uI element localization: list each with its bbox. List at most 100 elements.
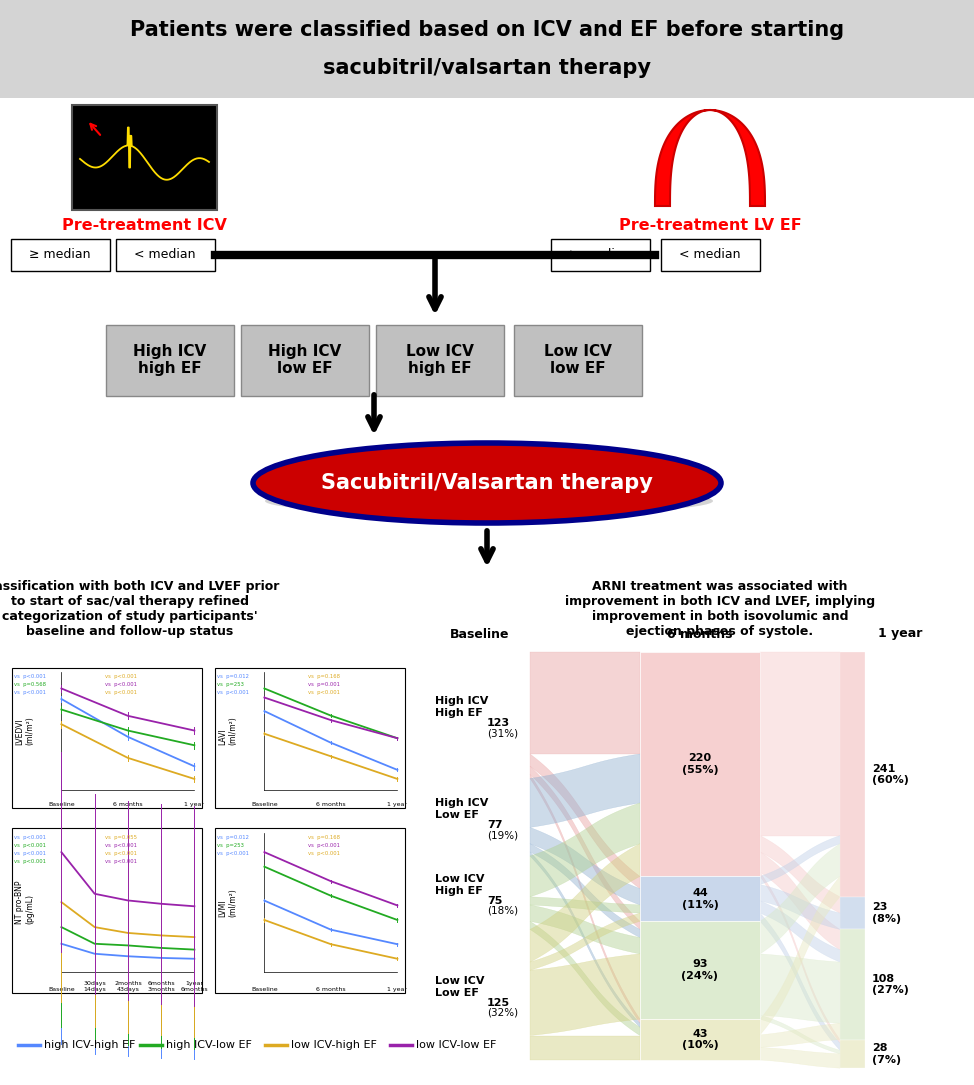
Text: 108
(27%): 108 (27%) — [872, 973, 909, 995]
Text: Pre-treatment ICV: Pre-treatment ICV — [61, 218, 226, 233]
Text: Low ICV
high EF: Low ICV high EF — [406, 344, 474, 376]
FancyBboxPatch shape — [215, 668, 405, 808]
Text: 23
(8%): 23 (8%) — [872, 903, 901, 924]
Polygon shape — [760, 954, 840, 1023]
Text: 6 months: 6 months — [667, 627, 732, 640]
Text: LVEDVI
(ml/m²): LVEDVI (ml/m²) — [15, 716, 34, 745]
Text: High ICV
high EF: High ICV high EF — [133, 344, 206, 376]
FancyBboxPatch shape — [660, 239, 760, 271]
Text: 1 year: 1 year — [388, 802, 407, 807]
Text: vs  p=0.168: vs p=0.168 — [308, 835, 340, 840]
Polygon shape — [760, 844, 840, 954]
Text: vs  p=253: vs p=253 — [217, 843, 244, 848]
Polygon shape — [530, 803, 640, 897]
Text: LVMI
(ml/m²): LVMI (ml/m²) — [218, 888, 238, 917]
Text: High ICV
low EF: High ICV low EF — [269, 344, 342, 376]
Text: 28
(7%): 28 (7%) — [872, 1043, 901, 1064]
Text: Sacubitril/Valsartan therapy: Sacubitril/Valsartan therapy — [321, 473, 653, 493]
Text: 220
(55%): 220 (55%) — [682, 753, 718, 775]
Text: Baseline: Baseline — [251, 987, 278, 992]
Polygon shape — [655, 110, 765, 206]
Text: low ICV-high EF: low ICV-high EF — [291, 1041, 377, 1050]
Text: Low ICV
low EF: Low ICV low EF — [544, 344, 612, 376]
Text: Baseline: Baseline — [251, 802, 278, 807]
Polygon shape — [530, 754, 640, 828]
Polygon shape — [530, 905, 640, 954]
FancyBboxPatch shape — [116, 239, 214, 271]
Text: vs  p<0.001: vs p<0.001 — [14, 674, 46, 679]
Polygon shape — [530, 754, 640, 889]
Polygon shape — [530, 828, 640, 905]
Text: 1 year: 1 year — [878, 627, 922, 640]
Polygon shape — [530, 844, 640, 937]
FancyBboxPatch shape — [640, 921, 760, 1019]
Ellipse shape — [265, 487, 713, 515]
Text: High ICV
High EF: High ICV High EF — [435, 697, 488, 718]
Text: 44
(11%): 44 (11%) — [682, 888, 719, 909]
Text: Low ICV
High EF: Low ICV High EF — [435, 873, 484, 895]
Text: vs  p<0.001: vs p<0.001 — [105, 682, 137, 687]
FancyBboxPatch shape — [640, 1019, 760, 1060]
FancyBboxPatch shape — [106, 324, 234, 396]
Text: NT pro-BNP
(pg/mL): NT pro-BNP (pg/mL) — [15, 881, 34, 924]
Text: vs  p=0.001: vs p=0.001 — [308, 682, 340, 687]
Text: ARNI treatment was associated with
improvement in both ICV and LVEF, implying
im: ARNI treatment was associated with impro… — [565, 580, 875, 638]
Text: vs  p=0.012: vs p=0.012 — [217, 674, 249, 679]
Text: ≥ median: ≥ median — [569, 248, 631, 261]
Text: Baseline: Baseline — [48, 987, 75, 992]
Text: (19%): (19%) — [487, 830, 518, 840]
Text: vs  p<0.001: vs p<0.001 — [308, 843, 340, 848]
FancyBboxPatch shape — [840, 652, 865, 897]
Text: 6 months: 6 months — [113, 802, 143, 807]
Polygon shape — [760, 652, 840, 835]
Polygon shape — [760, 877, 840, 1035]
Text: 93
(24%): 93 (24%) — [682, 959, 719, 981]
Text: 6 months: 6 months — [317, 802, 346, 807]
Polygon shape — [530, 921, 640, 1035]
Text: Classification with both ICV and LVEF prior
to start of sac/val therapy refined
: Classification with both ICV and LVEF pr… — [0, 580, 280, 638]
FancyBboxPatch shape — [376, 324, 504, 396]
Polygon shape — [760, 884, 840, 930]
Polygon shape — [530, 897, 640, 914]
Text: vs  p=0.055: vs p=0.055 — [105, 835, 137, 840]
Text: 77: 77 — [487, 820, 503, 830]
FancyBboxPatch shape — [840, 930, 865, 1039]
Polygon shape — [760, 1047, 840, 1068]
Polygon shape — [760, 901, 840, 962]
Text: vs  p<0.001: vs p<0.001 — [308, 690, 340, 695]
Text: high ICV-low EF: high ICV-low EF — [166, 1041, 252, 1050]
FancyBboxPatch shape — [241, 324, 369, 396]
Text: ≥ median: ≥ median — [29, 248, 91, 261]
Polygon shape — [760, 835, 840, 914]
Text: 123: 123 — [487, 718, 510, 728]
Text: 75: 75 — [487, 896, 503, 906]
Text: 6months
3months: 6months 3months — [147, 981, 175, 992]
Text: vs  p<0.001: vs p<0.001 — [105, 690, 137, 695]
FancyBboxPatch shape — [12, 668, 202, 808]
FancyBboxPatch shape — [514, 324, 642, 396]
Text: vs  p=0.168: vs p=0.168 — [308, 674, 340, 679]
Text: 2months
43days: 2months 43days — [114, 981, 142, 992]
Polygon shape — [530, 852, 640, 1027]
Text: Pre-treatment LV EF: Pre-treatment LV EF — [618, 218, 802, 233]
Text: < median: < median — [679, 248, 741, 261]
Text: 43
(10%): 43 (10%) — [682, 1029, 719, 1050]
FancyBboxPatch shape — [640, 877, 760, 921]
Polygon shape — [530, 775, 640, 1023]
Text: Patients were classified based on ICV and EF before starting: Patients were classified based on ICV an… — [130, 20, 844, 40]
Polygon shape — [760, 872, 840, 1043]
Text: (32%): (32%) — [487, 1008, 518, 1018]
Polygon shape — [530, 954, 640, 1035]
Text: 1 year: 1 year — [388, 987, 407, 992]
Text: 6 months: 6 months — [317, 987, 346, 992]
Text: (18%): (18%) — [487, 906, 518, 916]
FancyBboxPatch shape — [640, 652, 760, 877]
Text: 30days
14days: 30days 14days — [83, 981, 106, 992]
Ellipse shape — [253, 443, 721, 523]
Polygon shape — [760, 852, 840, 949]
Text: vs  p<0.001: vs p<0.001 — [14, 835, 46, 840]
Text: < median: < median — [134, 248, 196, 261]
Polygon shape — [760, 1016, 840, 1054]
Text: 1 year: 1 year — [184, 802, 205, 807]
FancyBboxPatch shape — [215, 828, 405, 993]
